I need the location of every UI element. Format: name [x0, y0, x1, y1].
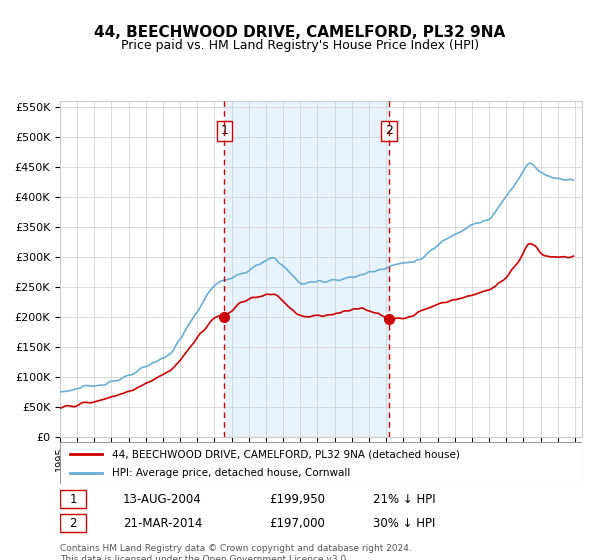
Text: 21% ↓ HPI: 21% ↓ HPI — [373, 493, 436, 506]
Text: Price paid vs. HM Land Registry's House Price Index (HPI): Price paid vs. HM Land Registry's House … — [121, 39, 479, 52]
Text: Contains HM Land Registry data © Crown copyright and database right 2024.
This d: Contains HM Land Registry data © Crown c… — [60, 544, 412, 560]
Text: 1: 1 — [70, 493, 77, 506]
Text: 2: 2 — [385, 124, 393, 137]
Text: £197,000: £197,000 — [269, 517, 325, 530]
Text: 21-MAR-2014: 21-MAR-2014 — [122, 517, 202, 530]
Text: 30% ↓ HPI: 30% ↓ HPI — [373, 517, 436, 530]
Text: HPI: Average price, detached house, Cornwall: HPI: Average price, detached house, Corn… — [112, 468, 350, 478]
Bar — [224, 101, 389, 437]
Text: 13-AUG-2004: 13-AUG-2004 — [122, 493, 202, 506]
FancyBboxPatch shape — [60, 442, 582, 484]
FancyBboxPatch shape — [60, 489, 86, 508]
Text: 1: 1 — [221, 124, 229, 137]
Text: £199,950: £199,950 — [269, 493, 325, 506]
Text: 2: 2 — [70, 517, 77, 530]
FancyBboxPatch shape — [60, 514, 86, 533]
Text: 44, BEECHWOOD DRIVE, CAMELFORD, PL32 9NA: 44, BEECHWOOD DRIVE, CAMELFORD, PL32 9NA — [94, 25, 506, 40]
Text: 44, BEECHWOOD DRIVE, CAMELFORD, PL32 9NA (detached house): 44, BEECHWOOD DRIVE, CAMELFORD, PL32 9NA… — [112, 449, 460, 459]
